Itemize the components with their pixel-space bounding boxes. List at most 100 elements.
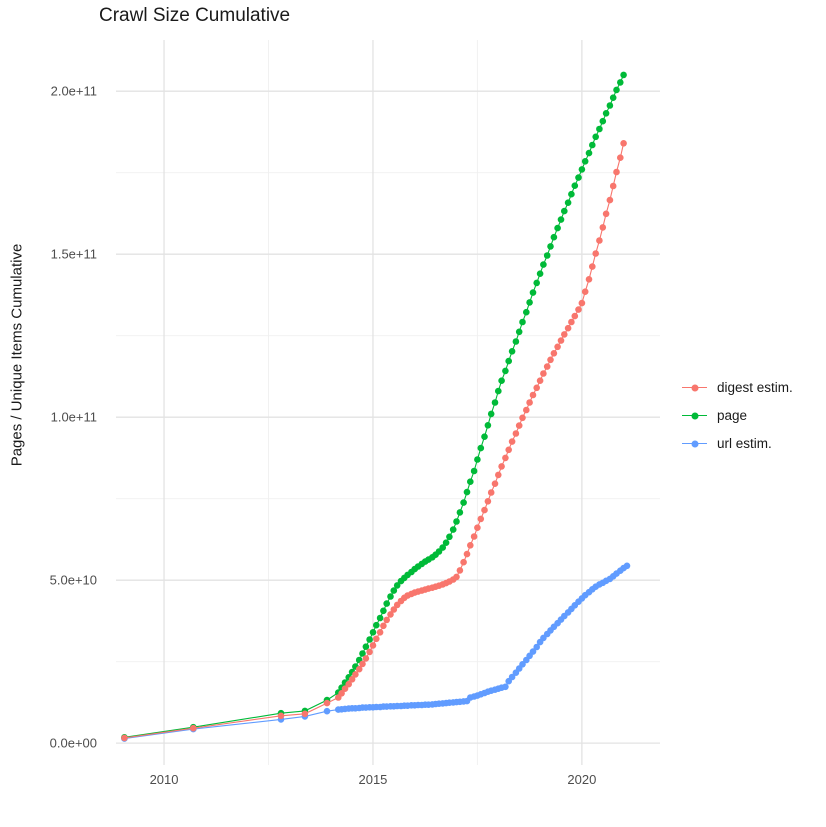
x-tick-label: 2015: [358, 772, 387, 787]
data-point-digest-estim: [456, 567, 464, 574]
data-point-digest-estim: [460, 558, 467, 566]
data-point-page: [602, 110, 610, 117]
data-point-digest-estim: [613, 168, 620, 176]
data-point-digest-estim: [495, 471, 502, 479]
data-point-page: [467, 478, 474, 486]
legend-label: page: [717, 408, 748, 423]
data-point-digest-estim: [301, 710, 309, 718]
y-tick-label: 0.0e+00: [50, 736, 97, 751]
data-point-digest-estim: [578, 299, 586, 307]
data-point-digest-estim: [561, 331, 568, 338]
data-point-digest-estim: [515, 422, 523, 429]
data-point-digest-estim: [609, 182, 617, 190]
data-point-page: [568, 190, 575, 198]
data-point-digest-estim: [547, 356, 554, 364]
data-point-page: [508, 348, 516, 355]
data-point-page: [571, 182, 579, 189]
series-line-page: [124, 74, 625, 738]
data-point-digest-estim: [121, 734, 128, 742]
data-point-digest-estim: [581, 288, 589, 296]
data-point-page: [446, 533, 453, 541]
data-point-page: [366, 636, 373, 643]
data-point-digest-estim: [617, 154, 624, 161]
data-point-digest-estim: [554, 343, 561, 351]
x-tick-label: 2010: [150, 772, 179, 787]
data-point-digest-estim: [564, 324, 572, 332]
data-point-digest-estim: [453, 573, 460, 581]
data-point-digest-estim: [508, 438, 516, 445]
data-point-digest-estim: [596, 237, 603, 244]
data-point-digest-estim: [355, 665, 363, 673]
data-point-page: [512, 338, 520, 345]
data-point-page: [474, 456, 481, 463]
data-point-page: [376, 614, 384, 622]
data-point-digest-estim: [557, 337, 565, 344]
data-point-page: [491, 399, 499, 406]
data-point-page: [359, 650, 366, 657]
data-point-page: [561, 207, 568, 215]
data-point-url-estim: [533, 643, 540, 651]
data-point-page: [380, 607, 387, 615]
data-point-digest-estim: [575, 306, 582, 313]
data-point-page: [362, 643, 370, 650]
y-tick-label: 2.0e+11: [51, 84, 97, 99]
data-point-digest-estim: [277, 712, 285, 720]
data-point-digest-estim: [467, 542, 474, 549]
data-point-digest-estim: [338, 690, 345, 697]
data-point-digest-estim: [491, 480, 499, 488]
data-point-page: [547, 243, 554, 250]
y-tick-label: 1.5e+11: [51, 247, 97, 262]
data-point-digest-estim: [373, 635, 380, 643]
data-point-page: [369, 629, 377, 636]
data-point-page: [564, 199, 572, 206]
data-point-page: [470, 467, 478, 475]
x-tick-label: 2020: [567, 772, 596, 787]
data-point-digest-estim: [512, 430, 520, 437]
y-tick-label: 1.0e+11: [51, 410, 97, 425]
data-point-page: [543, 252, 551, 259]
data-point-page: [585, 149, 593, 157]
data-point-page: [515, 328, 523, 336]
legend-key-dot-icon: [691, 412, 698, 419]
data-point-page: [505, 357, 512, 365]
data-point-url-estim: [519, 661, 526, 668]
legend-key-url-estim: [682, 436, 707, 451]
legend: digest estim. page url estim.: [682, 378, 793, 453]
data-point-digest-estim: [505, 446, 512, 454]
data-point-digest-estim: [376, 629, 384, 636]
data-point-page: [393, 582, 401, 589]
data-point-digest-estim: [369, 642, 377, 649]
data-point-url-estim: [623, 562, 631, 570]
data-point-page: [519, 318, 526, 326]
data-point-digest-estim: [366, 648, 373, 656]
data-point-digest-estim: [599, 224, 607, 231]
data-point-page: [529, 289, 537, 296]
data-point-digest-estim: [352, 671, 359, 678]
data-point-digest-estim: [519, 414, 526, 422]
data-point-page: [439, 544, 447, 551]
data-point-page: [575, 174, 582, 181]
data-point-page: [523, 308, 530, 316]
data-point-page: [390, 587, 398, 594]
data-point-page: [463, 488, 471, 496]
data-point-page: [373, 621, 380, 629]
data-point-digest-estim: [345, 680, 353, 688]
data-point-page: [484, 422, 492, 429]
data-point-digest-estim: [498, 463, 505, 470]
data-point-page: [578, 166, 586, 173]
data-point-page: [526, 299, 533, 306]
data-point-digest-estim: [359, 660, 366, 668]
data-point-digest-estim: [387, 611, 394, 618]
data-point-page: [550, 233, 558, 241]
data-point-page: [456, 509, 464, 516]
data-point-digest-estim: [543, 363, 551, 370]
data-point-digest-estim: [523, 406, 530, 414]
data-point-page: [495, 387, 502, 395]
data-point-digest-estim: [502, 454, 509, 462]
data-point-page: [449, 526, 457, 533]
chart-title: Crawl Size Cumulative: [99, 5, 291, 26]
data-point-digest-estim: [533, 384, 540, 392]
data-point-page: [387, 593, 394, 600]
